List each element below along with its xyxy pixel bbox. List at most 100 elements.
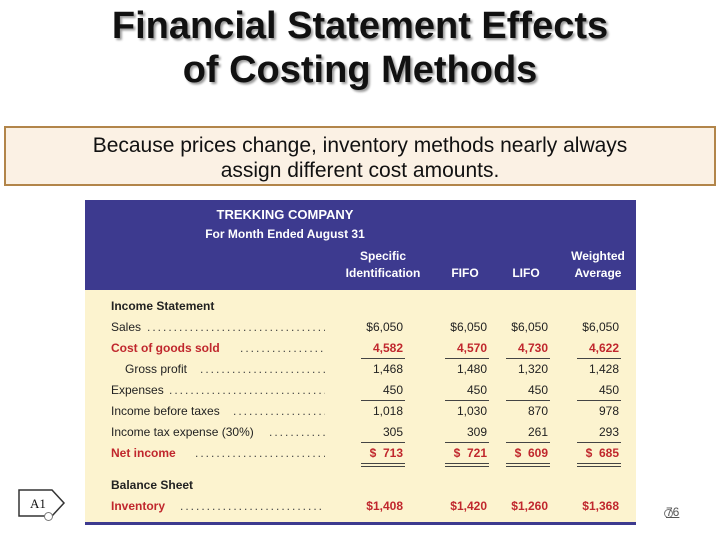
- row-label: Cost of goods sold: [111, 341, 220, 355]
- badge-label: A1: [30, 496, 46, 511]
- cell-lifo: 4,730: [517, 341, 548, 355]
- cell-lifo: $ 609: [514, 446, 548, 460]
- company-name: TREKKING COMPANY: [216, 207, 354, 222]
- cell-specific: 305: [382, 425, 403, 439]
- leader-dots: ...........................: [200, 362, 325, 376]
- page-number: 76: [666, 505, 680, 519]
- double-underline: [506, 466, 550, 467]
- section-income-statement: Income Statement: [85, 297, 636, 317]
- cell-lifo: 261: [527, 425, 548, 439]
- cell-fifo: $ 721: [453, 446, 487, 460]
- section-label: Balance Sheet: [111, 478, 194, 492]
- cell-weighted: 1,428: [588, 362, 619, 376]
- col-specific-line2: Identification: [345, 266, 421, 280]
- callout-line2: assign different cost amounts.: [220, 159, 500, 182]
- double-underline: [445, 466, 489, 467]
- underline: [506, 442, 550, 443]
- table-row-inventory: Inventory ..............................…: [85, 497, 636, 517]
- underline: [577, 442, 621, 443]
- section-label: Income Statement: [111, 299, 215, 313]
- table-row-cogs: Cost of goods sold ................... 4…: [85, 339, 636, 359]
- underline: [361, 400, 405, 401]
- period-label: For Month Ended August 31: [205, 227, 365, 241]
- slide-title-line1: Financial Statement Effects: [111, 5, 609, 47]
- row-label: Sales: [111, 320, 142, 334]
- cell-fifo: 450: [466, 383, 487, 397]
- underline: [445, 358, 489, 359]
- leader-dots: ...........................: [195, 446, 325, 460]
- cell-specific: $ 713: [369, 446, 403, 460]
- slide-title-line2: of Costing Methods: [182, 49, 538, 91]
- cell-fifo: 1,030: [456, 404, 487, 418]
- col-lifo-label: LIFO: [512, 266, 540, 280]
- cell-weighted: 4,622: [588, 341, 619, 355]
- underline: [445, 400, 489, 401]
- bullet-dot: [44, 512, 53, 521]
- cell-weighted: $1,368: [582, 499, 619, 513]
- cell-fifo: $6,050: [450, 320, 487, 334]
- col-weighted-line1: Weighted: [571, 249, 625, 263]
- col-specific-line1: Specific: [359, 249, 407, 263]
- underline: [506, 400, 550, 401]
- cell-specific: 450: [382, 383, 403, 397]
- cell-fifo: 4,570: [456, 341, 487, 355]
- cell-lifo: $1,260: [511, 499, 548, 513]
- leader-dots: ....................: [233, 404, 325, 418]
- costing-table-panel: TREKKING COMPANY For Month Ended August …: [85, 200, 636, 525]
- cell-fifo: 1,480: [456, 362, 487, 376]
- bullet-dot: [664, 509, 673, 518]
- table-header: TREKKING COMPANY For Month Ended August …: [85, 200, 636, 290]
- row-label: Income before taxes: [111, 404, 220, 418]
- underline: [577, 400, 621, 401]
- cell-lifo: 870: [527, 404, 548, 418]
- double-underline: [361, 463, 405, 464]
- col-lifo: LIFO: [501, 265, 551, 282]
- cell-lifo: 450: [527, 383, 548, 397]
- cell-weighted: 978: [598, 404, 619, 418]
- col-fifo-label: FIFO: [451, 266, 479, 280]
- table-row-income-tax-expense: Income tax expense (30%) ............ 30…: [85, 423, 636, 443]
- callout-box: Because prices change, inventory methods…: [4, 126, 716, 186]
- cell-specific: 1,018: [372, 404, 403, 418]
- table-row-expenses: Expenses ...............................…: [85, 381, 636, 401]
- row-label: Inventory: [111, 499, 166, 513]
- row-label: Income tax expense (30%): [111, 425, 254, 439]
- double-underline: [577, 463, 621, 464]
- row-label: Gross profit: [125, 362, 188, 376]
- cell-weighted: $ 685: [585, 446, 619, 460]
- cell-fifo: 309: [466, 425, 487, 439]
- callout-line1: Because prices change, inventory methods…: [92, 134, 628, 157]
- leader-dots: .......................................: [147, 320, 325, 334]
- leader-dots: ...................: [240, 341, 325, 355]
- learning-objective-arrow-badge: A1: [18, 489, 66, 517]
- cell-specific: $1,408: [366, 499, 403, 513]
- slide-title: Financial Statement Effects of Costing M…: [0, 4, 720, 92]
- cell-lifo: $6,050: [511, 320, 548, 334]
- cell-weighted: $6,050: [582, 320, 619, 334]
- double-underline: [445, 463, 489, 464]
- row-label: Expenses: [111, 383, 164, 397]
- underline: [577, 358, 621, 359]
- leader-dots: ..............................: [180, 499, 325, 513]
- col-weighted-line2: Average: [574, 266, 622, 280]
- double-underline: [361, 466, 405, 467]
- double-underline: [506, 463, 550, 464]
- leader-dots: ............: [269, 425, 325, 439]
- cell-fifo: $1,420: [450, 499, 487, 513]
- col-weighted-average: Weighted Average: [563, 248, 633, 282]
- col-fifo: FIFO: [440, 265, 490, 282]
- cell-specific: $6,050: [366, 320, 403, 334]
- table-row-net-income: Net income ........................... $…: [85, 444, 636, 464]
- row-label: Net income: [111, 446, 176, 460]
- col-specific-identification: Specific Identification: [333, 248, 433, 282]
- cell-weighted: 450: [598, 383, 619, 397]
- underline: [361, 358, 405, 359]
- leader-dots: ..................................: [169, 383, 325, 397]
- underline: [506, 358, 550, 359]
- underline: [445, 442, 489, 443]
- cell-specific: 4,582: [372, 341, 403, 355]
- cell-lifo: 1,320: [517, 362, 548, 376]
- underline: [361, 442, 405, 443]
- cell-specific: 1,468: [372, 362, 403, 376]
- table-row-sales: Sales ..................................…: [85, 318, 636, 338]
